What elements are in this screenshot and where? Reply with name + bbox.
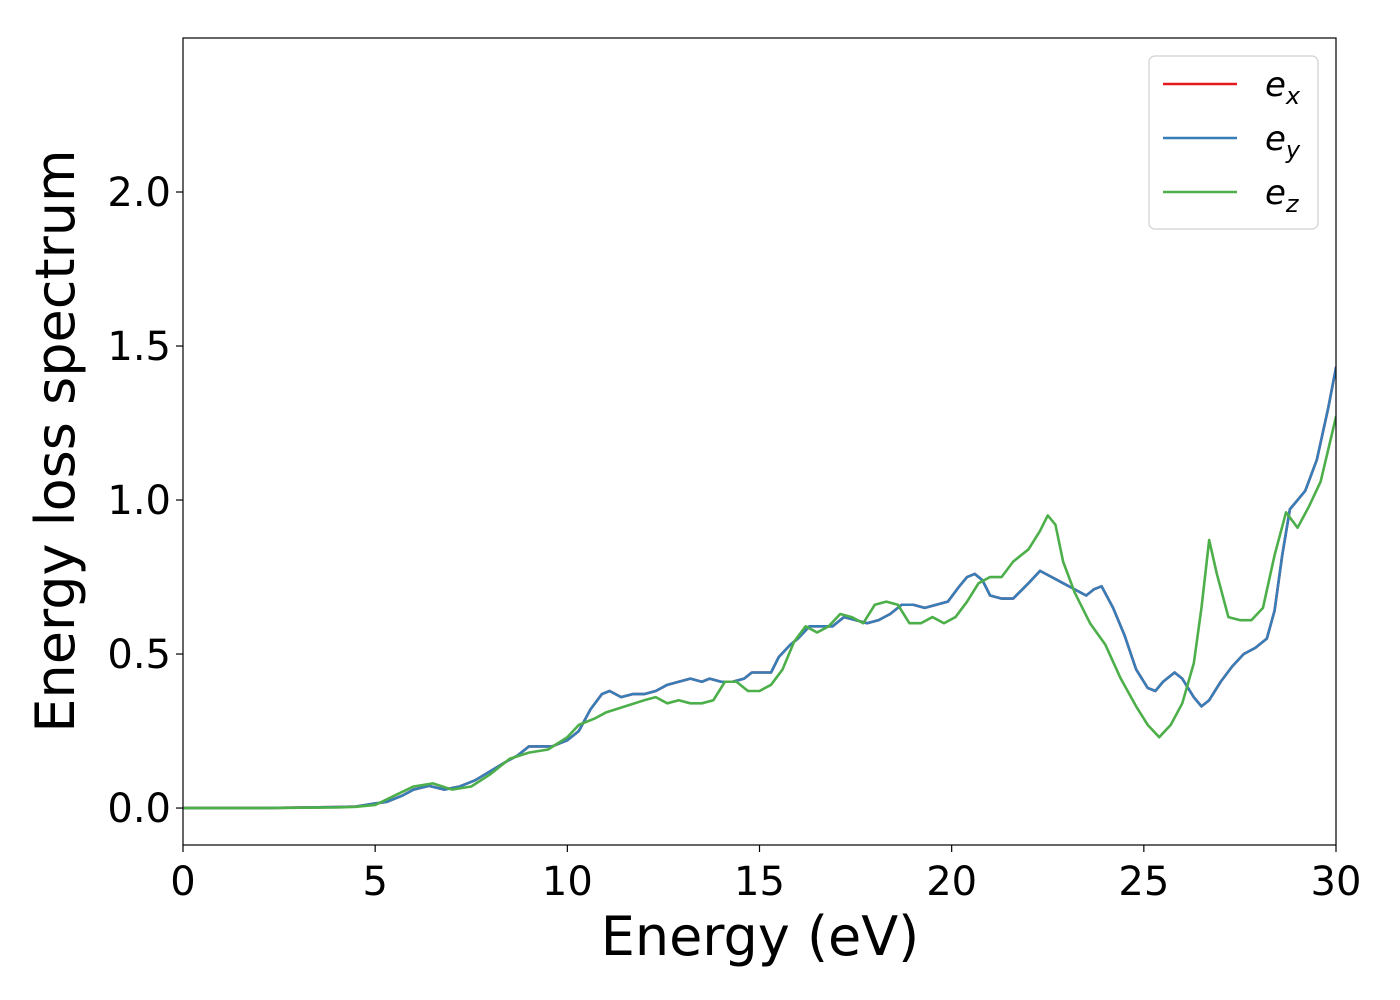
series-line-ez xyxy=(183,415,1336,810)
legend-label-ez: ez xyxy=(1265,173,1300,218)
x-tick-label: 30 xyxy=(1311,859,1362,905)
x-tick-label: 20 xyxy=(926,859,977,905)
series-layer xyxy=(183,366,1336,810)
y-tick-label: 0.5 xyxy=(107,632,171,678)
y-axis-ticks: 0.0 0.5 1.0 1.5 2.0 xyxy=(107,170,183,832)
legend-label-ey: ey xyxy=(1265,119,1301,164)
y-tick-label: 1.5 xyxy=(107,324,171,370)
y-tick-label: 1.0 xyxy=(107,478,171,524)
legend-frame xyxy=(1148,55,1319,230)
x-axis-label: Energy (eV) xyxy=(601,905,920,968)
y-tick-label: 0.0 xyxy=(107,786,171,832)
x-tick-label: 10 xyxy=(542,859,593,905)
y-axis-label: Energy loss spectrum xyxy=(24,149,87,732)
legend: ex ey ez xyxy=(1148,55,1319,230)
x-tick-label: 5 xyxy=(362,859,387,905)
x-tick-label: 25 xyxy=(1118,859,1169,905)
x-tick-label: 15 xyxy=(734,859,785,905)
series-line-ex xyxy=(183,366,1336,810)
y-tick-label: 2.0 xyxy=(107,170,171,216)
series-line-ey xyxy=(183,366,1336,810)
x-tick-label: 0 xyxy=(170,859,195,905)
x-axis-ticks: 0 5 10 15 20 25 30 xyxy=(170,845,1361,905)
legend-label-ex: ex xyxy=(1265,65,1301,110)
